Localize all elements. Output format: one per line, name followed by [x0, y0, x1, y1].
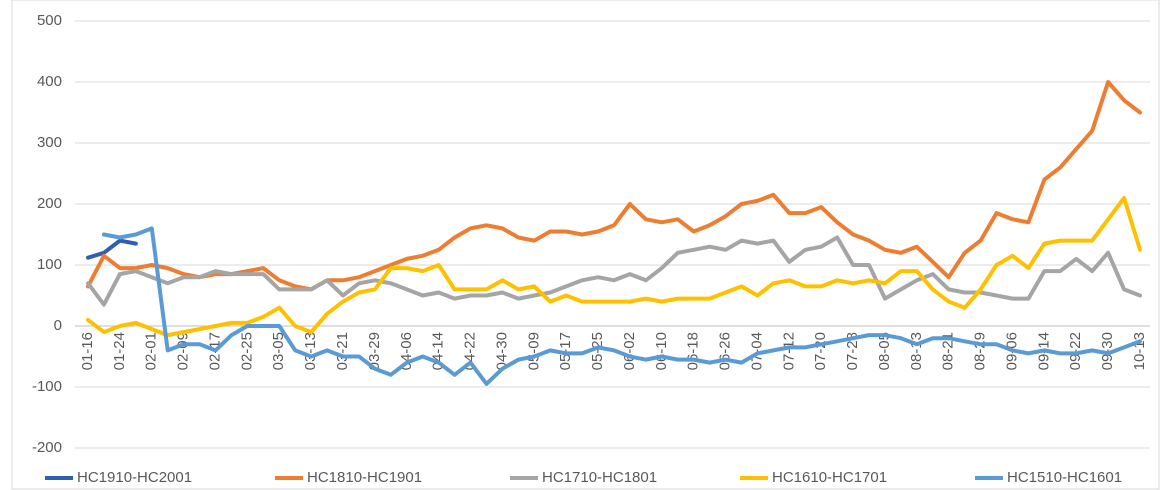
- x-tick-label: 03-21: [334, 332, 351, 370]
- x-tick-label: 03-29: [366, 332, 383, 370]
- x-tick-label: 06-26: [717, 332, 734, 370]
- x-tick-label: 08-21: [940, 332, 957, 370]
- y-tick-label: -100: [32, 378, 62, 395]
- x-tick-label: 03-05: [270, 332, 287, 370]
- x-tick-label: 01-16: [79, 332, 96, 370]
- x-tick-label: 04-30: [493, 332, 510, 370]
- legend-label: HC1710-HC1801: [542, 469, 657, 486]
- series-line: [86, 195, 1142, 338]
- x-tick-label: 06-02: [621, 332, 638, 370]
- x-tick-label: 04-22: [462, 332, 479, 370]
- x-tick-label: 02-01: [143, 332, 160, 370]
- y-tick-label: -200: [32, 439, 62, 456]
- y-tick-label: 500: [37, 12, 62, 29]
- x-tick-label: 03-13: [302, 332, 319, 370]
- x-tick-label: 08-05: [876, 332, 893, 370]
- legend-label: HC1810-HC1901: [307, 469, 422, 486]
- legend-label: HC1510-HC1601: [1007, 469, 1122, 486]
- y-tick-label: 200: [37, 195, 62, 212]
- legend-label: HC1910-HC2001: [77, 469, 192, 486]
- y-tick-label: 300: [37, 134, 62, 151]
- x-tick-label: 01-24: [111, 332, 128, 370]
- x-tick-label: 05-25: [589, 332, 606, 370]
- y-tick-label: 400: [37, 73, 62, 90]
- x-tick-label: 05-09: [525, 332, 542, 370]
- x-tick-label: 02-25: [238, 332, 255, 370]
- x-tick-label: 08-29: [972, 332, 989, 370]
- y-tick-label: 100: [37, 256, 62, 273]
- x-tick-label: 07-20: [812, 332, 829, 370]
- x-tick-label: 05-17: [557, 332, 574, 370]
- x-tick-label: 07-12: [780, 332, 797, 370]
- series-line: [86, 238, 138, 260]
- x-tick-label: 10-13: [1131, 332, 1148, 370]
- chart-frame: [11, 0, 1160, 490]
- x-tick-label: 09-30: [1099, 332, 1116, 370]
- series-line: [101, 226, 1142, 386]
- x-tick-label: 08-13: [908, 332, 925, 370]
- x-tick-label: 06-18: [685, 332, 702, 370]
- series-line: [86, 235, 1142, 307]
- x-tick-label: 09-22: [1067, 332, 1084, 370]
- x-tick-label: 02-09: [175, 332, 192, 370]
- legend-label: HC1610-HC1701: [772, 469, 887, 486]
- x-tick-label: 06-10: [653, 332, 670, 370]
- y-tick-label: 0: [54, 317, 62, 334]
- x-tick-label: 07-28: [844, 332, 861, 370]
- series-line: [86, 80, 1142, 292]
- x-tick-label: 07-04: [748, 332, 765, 370]
